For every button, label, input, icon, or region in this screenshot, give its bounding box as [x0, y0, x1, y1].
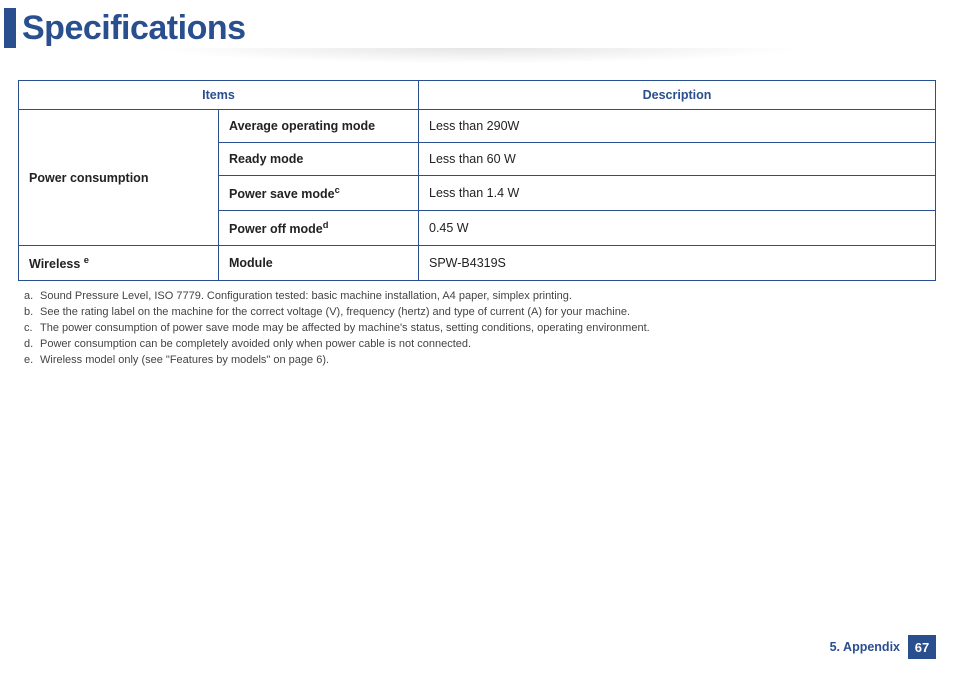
- description-cell: 0.45 W: [419, 211, 936, 246]
- footnote-letter: a.: [24, 289, 40, 305]
- footnote: e.Wireless model only (see "Features by …: [24, 353, 936, 369]
- footnote: c.The power consumption of power save mo…: [24, 321, 936, 337]
- item-cell: Power off moded: [219, 211, 419, 246]
- category-cell: Power consumption: [19, 110, 219, 246]
- item-cell: Average operating mode: [219, 110, 419, 143]
- footnote-letter: b.: [24, 305, 40, 321]
- column-header-items: Items: [19, 81, 419, 110]
- footnote-letter: c.: [24, 321, 40, 337]
- category-cell: Wireless e: [19, 246, 219, 281]
- table-row: Wireless eModuleSPW-B4319S: [19, 246, 936, 281]
- footnote-letter: d.: [24, 337, 40, 353]
- table-body: Power consumptionAverage operating modeL…: [19, 110, 936, 281]
- header-shadow: [14, 48, 940, 70]
- footer-page-number: 67: [908, 635, 936, 659]
- item-cell: Ready mode: [219, 143, 419, 176]
- footnote-text: The power consumption of power save mode…: [40, 321, 650, 337]
- description-cell: SPW-B4319S: [419, 246, 936, 281]
- column-header-description: Description: [419, 81, 936, 110]
- footnotes: a.Sound Pressure Level, ISO 7779. Config…: [18, 289, 936, 369]
- description-cell: Less than 1.4 W: [419, 176, 936, 211]
- description-cell: Less than 290W: [419, 110, 936, 143]
- footnote: d.Power consumption can be completely av…: [24, 337, 936, 353]
- footnote-text: See the rating label on the machine for …: [40, 305, 630, 321]
- header-accent-bar: [4, 8, 16, 48]
- page-header: Specifications: [0, 0, 954, 48]
- footnote: a.Sound Pressure Level, ISO 7779. Config…: [24, 289, 936, 305]
- table-row: Power consumptionAverage operating modeL…: [19, 110, 936, 143]
- specifications-table: Items Description Power consumptionAvera…: [18, 80, 936, 281]
- footnote-text: Power consumption can be completely avoi…: [40, 337, 471, 353]
- item-cell: Power save modec: [219, 176, 419, 211]
- footnote-text: Sound Pressure Level, ISO 7779. Configur…: [40, 289, 572, 305]
- footnote-letter: e.: [24, 353, 40, 369]
- page-footer: 5. Appendix 67: [830, 635, 936, 659]
- footnote: b.See the rating label on the machine fo…: [24, 305, 936, 321]
- page-title: Specifications: [22, 9, 246, 48]
- footer-section-label: 5. Appendix: [830, 640, 900, 654]
- content-area: Items Description Power consumptionAvera…: [0, 80, 954, 369]
- description-cell: Less than 60 W: [419, 143, 936, 176]
- item-cell: Module: [219, 246, 419, 281]
- footnote-text: Wireless model only (see "Features by mo…: [40, 353, 329, 369]
